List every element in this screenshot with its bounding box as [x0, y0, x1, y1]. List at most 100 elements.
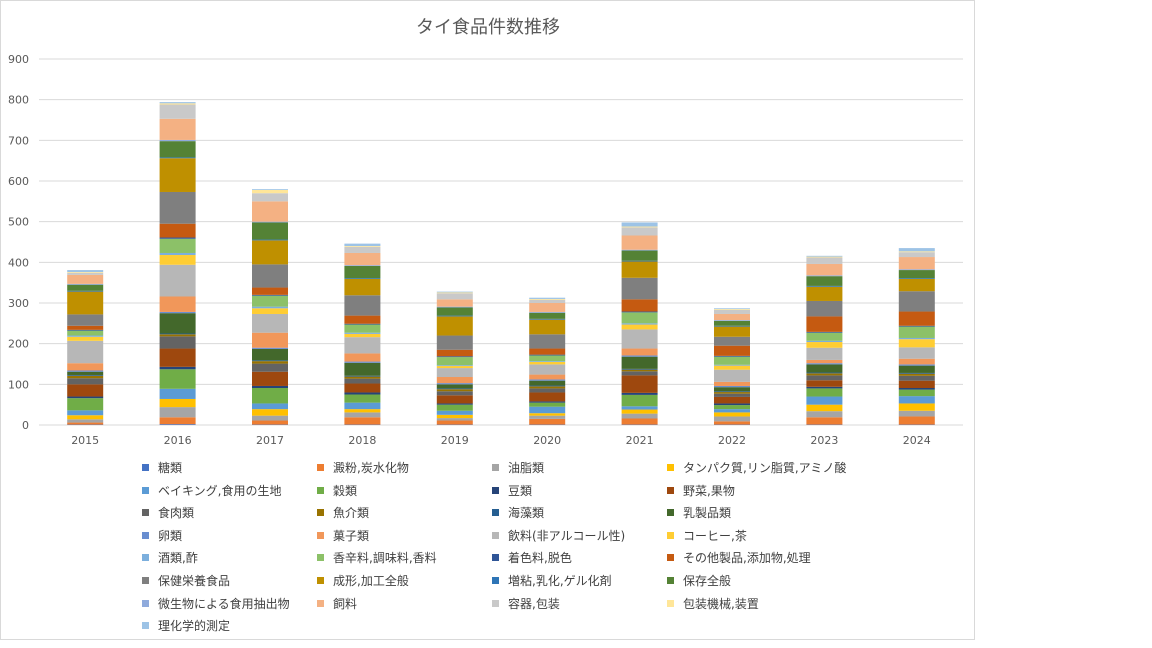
- legend-swatch: [317, 554, 324, 562]
- bar-segment: [621, 226, 658, 228]
- bar-segment: [159, 158, 196, 192]
- bar-segment: [898, 291, 935, 312]
- bar-segment: [714, 381, 750, 386]
- bar-segment: [436, 377, 473, 384]
- bar-segment: [806, 286, 843, 301]
- bar-segment: [159, 191, 196, 224]
- y-tick-label: 300: [8, 297, 29, 310]
- bar-segment: [67, 370, 104, 372]
- bar-segment: [898, 380, 935, 388]
- bar-segment: [436, 410, 473, 415]
- bar-segment: [344, 243, 381, 247]
- bar-segment: [621, 312, 658, 324]
- bar-segment: [252, 348, 288, 361]
- legend-swatch: [492, 599, 499, 607]
- bar-segment: [529, 388, 566, 393]
- bar-segment: [252, 415, 288, 421]
- bar-segment: [436, 420, 473, 425]
- bar-segment: [344, 265, 381, 266]
- bar-segment: [67, 371, 104, 375]
- bar-segment: [621, 311, 658, 313]
- bar-segment: [806, 275, 843, 277]
- bar-segment: [159, 424, 196, 425]
- legend-label: 香辛料,調味料,香料: [333, 551, 437, 566]
- legend-label: 着色料,脱色: [508, 551, 572, 566]
- bar-segment: [67, 291, 104, 315]
- bar-segment: [621, 369, 658, 372]
- legend-item: 澱粉,炭水化物: [317, 459, 409, 476]
- bar-segment: [67, 363, 104, 371]
- legend-label: 成形,加工全般: [333, 574, 409, 588]
- legend-swatch: [142, 599, 149, 607]
- bar-segment: [159, 336, 196, 349]
- bar-segment: [159, 334, 196, 337]
- legend-item: その他製品,添加物,処理: [667, 549, 811, 566]
- bar-segment: [621, 324, 658, 330]
- legend-label: 海藻類: [508, 506, 545, 521]
- bar-segment: [621, 368, 658, 370]
- legend-item: 野菜,果物: [667, 482, 735, 499]
- bar-segment: [344, 417, 381, 425]
- bar-segment: [806, 285, 843, 287]
- bar-segment: [529, 319, 566, 335]
- bar-segment: [436, 404, 473, 411]
- bar-segment: [898, 416, 935, 425]
- bar-segment: [621, 375, 658, 393]
- bar-segment: [714, 387, 750, 392]
- legend-label: 酒類,酢: [158, 551, 198, 566]
- bar-segment: [714, 391, 750, 393]
- chart-title: タイ食品件数推移: [416, 17, 560, 38]
- bar-segment: [436, 299, 473, 307]
- bar-segment: [529, 354, 566, 356]
- bar-segment: [436, 389, 473, 392]
- bar-segment: [159, 407, 196, 418]
- legend-label: 微生物による食用抽出物: [158, 596, 290, 611]
- legend-label: 油脂類: [508, 461, 545, 475]
- bar-segment: [806, 342, 843, 348]
- bar-segment: [67, 329, 104, 331]
- bar-segment: [67, 415, 104, 420]
- bar-segment: [67, 335, 104, 337]
- bar-segment: [344, 246, 381, 247]
- bar-segment: [714, 309, 750, 314]
- bar-segment: [67, 374, 104, 376]
- bar-segment: [806, 388, 843, 397]
- bar-segment: [252, 189, 288, 194]
- bar-segment: [806, 340, 843, 343]
- bar-segment: [806, 257, 843, 264]
- bar-segment: [252, 332, 288, 348]
- bar-segment: [806, 375, 843, 381]
- bar-segment: [621, 227, 658, 236]
- legend-item: 豆類: [492, 482, 532, 499]
- bar-segment: [621, 348, 658, 356]
- bar-segment: [344, 323, 381, 325]
- legend-swatch: [667, 599, 674, 607]
- bar-segment: [898, 403, 935, 411]
- bar-segment: [159, 252, 196, 256]
- legend-item: 香辛料,調味料,香料: [317, 549, 437, 566]
- bar-segment: [806, 256, 843, 258]
- bar-segment: [436, 395, 473, 404]
- legend-label: 食肉類: [158, 506, 195, 521]
- bar-segment: [621, 329, 658, 349]
- legend-item: 増粘,乳化,ゲル化剤: [492, 572, 612, 589]
- bar-segment: [252, 347, 288, 349]
- legend-swatch: [667, 554, 674, 562]
- bar-segment: [529, 318, 566, 320]
- y-tick-label: 400: [8, 256, 29, 269]
- bar-segment: [898, 396, 935, 404]
- y-tick-label: 200: [8, 338, 29, 351]
- bar-segment: [159, 333, 196, 335]
- legend-swatch: [142, 577, 149, 584]
- bar-segment: [436, 418, 473, 421]
- bar-segment: [252, 287, 288, 295]
- bar-segment: [159, 104, 196, 119]
- bar-segment: [529, 348, 566, 355]
- bar-segment: [898, 269, 935, 271]
- legend-swatch: [317, 509, 324, 517]
- bar-segment: [159, 141, 196, 158]
- bar-segment: [67, 419, 104, 423]
- bar-segment: [806, 347, 843, 360]
- bar-segment: [252, 240, 288, 265]
- legend-label: 飼料: [333, 596, 358, 611]
